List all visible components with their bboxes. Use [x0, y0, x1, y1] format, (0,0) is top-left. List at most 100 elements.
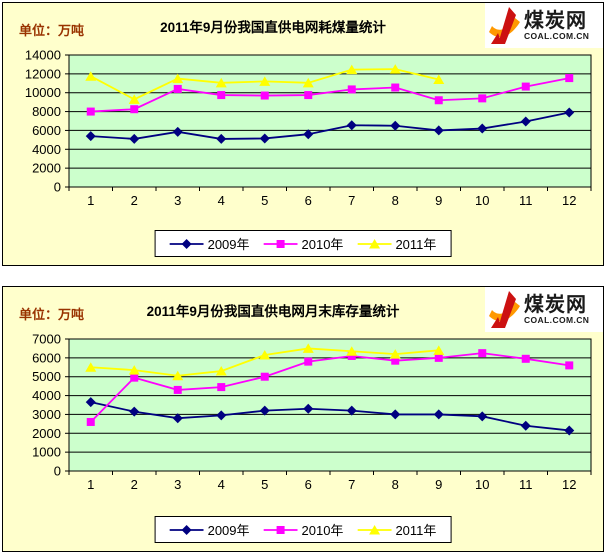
- legend-label: 2009年: [207, 237, 250, 252]
- legend-item-2009年: 2009年: [169, 234, 250, 253]
- x-axis-tick-label: 11: [519, 477, 533, 492]
- y-axis-tick-label: 8000: [32, 104, 61, 119]
- chart-plot-coal-consumption: 0 2000 4000 6000 8000 10000 12000 14000 1 2 3 4 5 6 7 8…: [3, 45, 603, 217]
- logo-name: 煤炭网: [524, 293, 587, 316]
- x-axis-tick-label: 12: [562, 193, 576, 208]
- series-line-2009年: [90, 111, 570, 140]
- data-point-marker: [433, 125, 444, 136]
- x-axis-tick-label: 4: [218, 477, 225, 492]
- data-point-marker: [216, 410, 227, 421]
- x-axis-tick-label: 5: [261, 477, 268, 492]
- x-axis-tick-label: 3: [174, 193, 181, 208]
- series-line-2009年: [90, 401, 570, 432]
- y-axis-tick-label: 5000: [32, 369, 61, 384]
- data-point-marker: [215, 366, 227, 376]
- legend-label: 2009年: [207, 523, 250, 538]
- y-axis-tick-label: 3000: [32, 407, 61, 422]
- data-point-marker: [521, 354, 530, 363]
- data-point-marker: [130, 373, 139, 382]
- x-axis-tick-label: 5: [261, 193, 268, 208]
- logo-name: 煤炭网: [524, 9, 587, 32]
- data-point-marker: [259, 76, 271, 86]
- data-point-marker: [303, 129, 314, 140]
- data-point-marker: [346, 346, 358, 356]
- data-point-marker: [433, 74, 445, 85]
- x-axis-tick-label: 3: [174, 477, 181, 492]
- x-axis-tick-label: 6: [305, 477, 312, 492]
- data-point-marker: [85, 397, 96, 408]
- data-point-marker: [172, 126, 183, 137]
- data-point-marker: [128, 365, 140, 375]
- y-axis-tick-label: 14000: [25, 48, 61, 63]
- x-axis-tick-label: 9: [435, 477, 442, 492]
- data-point-marker: [391, 83, 400, 92]
- x-axis-tick-label: 1: [87, 193, 94, 208]
- x-axis-tick-label: 10: [475, 193, 489, 208]
- chart-legend: 2009年 2010年 2011年: [154, 516, 452, 543]
- data-point-marker: [520, 420, 531, 431]
- chart-title: 2011年9月份我国直供电网月末库存量统计: [146, 304, 400, 319]
- data-point-marker: [259, 350, 271, 360]
- x-axis-tick-label: 8: [392, 477, 399, 492]
- data-point-marker: [390, 409, 401, 420]
- data-point-marker: [86, 107, 95, 116]
- data-point-marker: [434, 96, 443, 105]
- series-line-2010年: [90, 77, 570, 113]
- unit-label: 单位：万吨: [19, 307, 85, 322]
- data-point-marker: [129, 133, 140, 144]
- data-point-marker: [173, 84, 182, 93]
- data-point-marker: [303, 403, 314, 414]
- legend-marker-triangle-icon: [357, 524, 392, 534]
- data-point-marker: [302, 343, 314, 353]
- data-point-marker: [304, 357, 313, 366]
- data-point-marker: [389, 349, 401, 359]
- y-axis-tick-label: 4000: [32, 142, 61, 157]
- data-point-marker: [565, 74, 574, 83]
- legend-label: 2010年: [301, 237, 344, 252]
- data-point-marker: [346, 120, 357, 131]
- legend-item-2010年: 2010年: [263, 520, 343, 539]
- data-point-marker: [85, 362, 97, 372]
- legend-item-2011年: 2011年: [357, 234, 436, 253]
- legend-marker-square-icon: [263, 239, 298, 248]
- data-point-marker: [217, 91, 226, 100]
- y-axis-tick-label: 0: [54, 180, 61, 195]
- legend-marker-square-icon: [263, 525, 298, 534]
- coal-flame-icon: [489, 290, 520, 328]
- y-axis-tick-label: 12000: [25, 66, 61, 81]
- data-point-marker: [433, 345, 445, 355]
- data-point-marker: [434, 353, 443, 362]
- data-point-marker: [346, 405, 357, 416]
- data-point-marker: [564, 425, 575, 436]
- legend-marker-diamond-icon: [169, 524, 204, 535]
- data-point-marker: [216, 133, 227, 144]
- data-point-marker: [130, 105, 139, 114]
- x-axis-tick-label: 6: [305, 193, 312, 208]
- data-point-marker: [478, 349, 487, 358]
- y-axis-tick-label: 1000: [32, 445, 61, 460]
- coal-flame-icon: [489, 6, 520, 44]
- chart-legend: 2009年 2010年 2011年: [154, 230, 452, 257]
- y-axis-tick-label: 2000: [32, 161, 61, 176]
- data-point-marker: [172, 73, 184, 84]
- data-point-marker: [565, 361, 574, 370]
- logo-url: COAL.COM.CN: [524, 30, 590, 41]
- y-axis-tick-label: 0: [54, 464, 61, 479]
- data-point-marker: [86, 417, 95, 426]
- y-axis-tick-label: 7000: [32, 332, 61, 347]
- data-point-marker: [128, 94, 140, 104]
- y-axis-tick-label: 4000: [32, 388, 61, 403]
- x-axis-tick-label: 4: [218, 193, 225, 208]
- data-point-marker: [389, 64, 401, 74]
- data-point-marker: [217, 383, 226, 392]
- x-axis-tick-label: 11: [519, 193, 533, 208]
- data-point-marker: [391, 356, 400, 365]
- data-point-marker: [477, 123, 488, 134]
- legend-item-2009年: 2009年: [169, 520, 250, 539]
- data-point-marker: [85, 71, 97, 81]
- x-axis-tick-label: 1: [87, 477, 94, 492]
- data-point-marker: [390, 120, 401, 131]
- data-point-marker: [521, 82, 530, 91]
- data-point-marker: [302, 77, 314, 88]
- x-axis-tick-label: 2: [131, 193, 138, 208]
